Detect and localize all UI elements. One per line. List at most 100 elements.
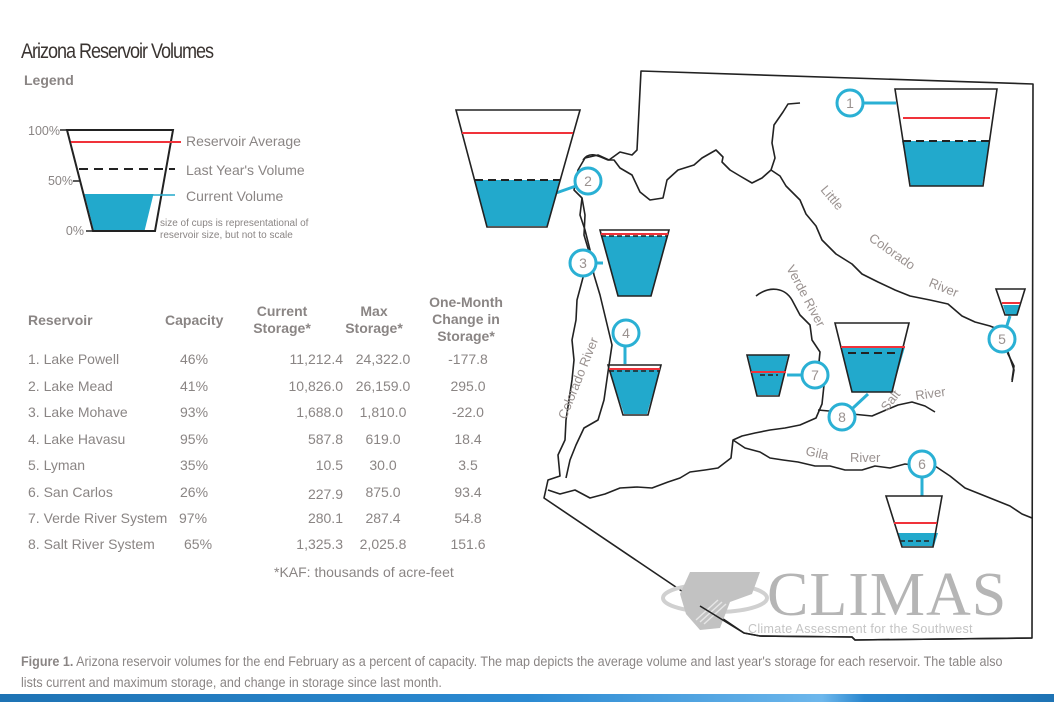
cell-change: 18.4: [454, 431, 482, 447]
cell-change: 54.8: [454, 510, 482, 526]
colorado-river-west: [565, 197, 613, 479]
marker-number: 3: [579, 255, 587, 271]
gila-river: [732, 439, 1033, 519]
marker-number: 1: [846, 95, 854, 111]
cup-verde-river-system: [745, 354, 791, 397]
header-line: Max: [360, 303, 388, 319]
climas-emblem-icon: [661, 572, 769, 630]
cell-change: 151.6: [450, 536, 486, 552]
cell-capacity: 41%: [180, 378, 209, 394]
caption-label: Figure 1.: [21, 654, 74, 669]
cup-lyman: [994, 288, 1027, 316]
colorado-river-north: [582, 102, 801, 201]
page-title: Arizona Reservoir Volumes: [21, 40, 214, 63]
cell-capacity: 35%: [180, 457, 209, 473]
legend-reservoir-average: Reservoir Average: [186, 133, 301, 149]
cell-max: 1,810.0: [359, 404, 407, 420]
cell-capacity: 26%: [180, 484, 209, 500]
cell-max: 287.4: [365, 510, 401, 526]
legend-note: size of cups is representational of rese…: [160, 218, 308, 242]
header-line: Storage*: [253, 320, 311, 336]
header-line: One-Month: [429, 294, 503, 310]
marker-2[interactable]: 2: [573, 166, 603, 196]
marker-number: 4: [622, 325, 630, 341]
label-gila: Gila: [804, 443, 830, 463]
marker-number: 6: [918, 456, 926, 472]
cell-current: 1,688.0: [296, 404, 343, 420]
header-one-month-change: One-Month Change in Storage*: [424, 294, 508, 345]
cell-name: 4. Lake Havasu: [28, 431, 126, 447]
cell-max: 619.0: [365, 431, 401, 447]
figure-caption: Figure 1. Arizona reservoir volumes for …: [21, 651, 1025, 693]
cell-max: 2,025.8: [359, 536, 407, 552]
cup-lake-havasu: [606, 364, 663, 416]
marker-6[interactable]: 6: [907, 449, 937, 479]
cell-name: 2. Lake Mead: [28, 378, 113, 394]
legend-title: Legend: [24, 72, 74, 88]
header-current-storage: Current Storage*: [252, 303, 312, 337]
marker-3[interactable]: 3: [568, 248, 598, 278]
legend-cup-diagram: [60, 129, 181, 232]
table-footnote: *KAF: thousands of acre-feet: [274, 564, 454, 580]
marker-number: 5: [998, 331, 1006, 347]
cell-current: 280.1: [307, 510, 343, 526]
cell-current: 10,826.0: [288, 378, 344, 394]
header-line: Change in: [432, 311, 500, 327]
cell-change: 295.0: [450, 378, 486, 394]
legend-100-label: 100%: [28, 124, 60, 138]
cell-name: 6. San Carlos: [28, 484, 113, 500]
cell-name: 5. Lyman: [28, 457, 86, 473]
cell-change: 93.4: [454, 484, 482, 500]
cell-current: 227.9: [307, 486, 343, 502]
label-gila-river: River: [850, 450, 881, 465]
cell-capacity: 93%: [180, 404, 209, 420]
climas-subtitle: Climate Assessment for the Southwest: [748, 622, 973, 636]
cell-max: 30.0: [369, 457, 397, 473]
cell-current: 10.5: [315, 457, 343, 473]
cup-lake-powell: [894, 88, 998, 187]
marker-4[interactable]: 4: [611, 318, 641, 348]
cell-max: 26,159.0: [355, 378, 411, 394]
cell-current: 11,212.4: [289, 351, 343, 367]
cell-change: 3.5: [458, 457, 478, 473]
caption-text: Arizona reservoir volumes for the end Fe…: [21, 654, 1003, 690]
cell-capacity: 97%: [179, 510, 208, 526]
climas-wordmark: CLIMAS: [767, 561, 1008, 629]
marker-number: 2: [584, 173, 592, 189]
cup-san-carlos: [884, 495, 943, 548]
header-capacity: Capacity: [165, 312, 224, 328]
cell-capacity: 95%: [180, 431, 209, 447]
cell-capacity: 65%: [184, 536, 213, 552]
verde-river: [547, 288, 825, 499]
legend-note-line: reservoir size, but not to scale: [160, 230, 293, 241]
cell-name: 3. Lake Mohave: [28, 404, 128, 420]
cell-capacity: 46%: [180, 351, 209, 367]
cell-change: -177.8: [448, 351, 488, 367]
marker-8[interactable]: 8: [827, 402, 857, 432]
legend-note-line: size of cups is representational of: [160, 218, 309, 229]
marker-1[interactable]: 1: [835, 88, 865, 118]
legend-current-volume: Current Volume: [186, 188, 284, 204]
cell-current: 587.8: [307, 431, 343, 447]
marker-number: 7: [811, 367, 819, 383]
marker-5[interactable]: 5: [987, 324, 1017, 354]
cup-salt-river-system: [833, 322, 911, 393]
cell-name: 1. Lake Powell: [28, 351, 120, 367]
cup-lake-mead: [454, 109, 582, 228]
legend-50-label: 50%: [47, 174, 73, 188]
legend-0-label: 0%: [65, 224, 84, 238]
cell-max: 875.0: [365, 484, 401, 500]
header-reservoir: Reservoir: [28, 312, 93, 328]
cell-change: -22.0: [452, 404, 484, 420]
marker-7[interactable]: 7: [800, 360, 830, 390]
legend-last-years-volume: Last Year's Volume: [186, 162, 305, 178]
cup-lake-mohave: [598, 229, 671, 297]
header-line: Storage*: [437, 328, 495, 344]
climas-logo: CLIMAS Climate Assessment for the Southw…: [660, 561, 1020, 640]
header-line: Current: [256, 303, 308, 319]
bottom-accent-bar: [0, 694, 1054, 702]
marker-number: 8: [838, 409, 846, 425]
label-salt-river: River: [914, 384, 947, 403]
